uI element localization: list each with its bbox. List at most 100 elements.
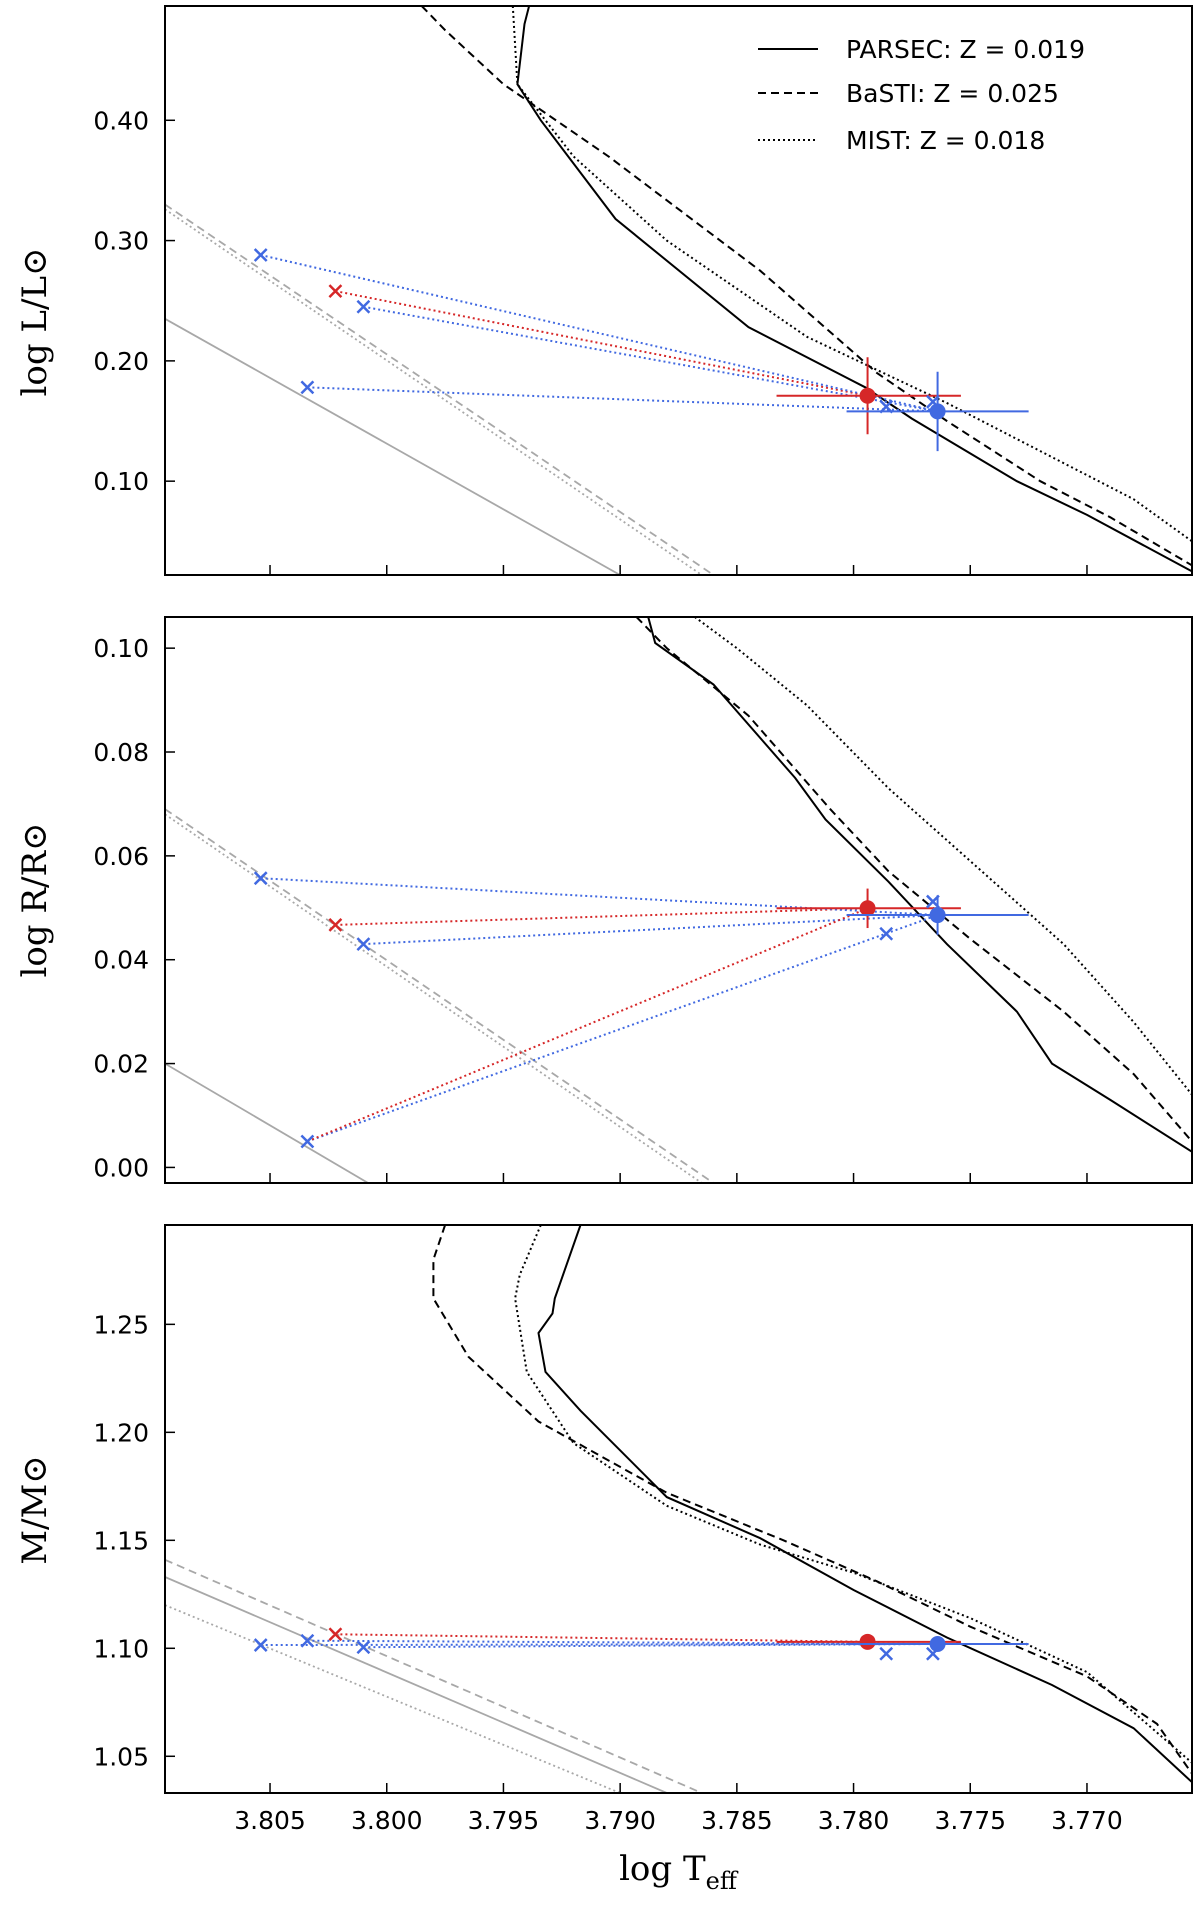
gray-line-dashed xyxy=(165,203,715,575)
panel-mass: 1.05 1.10 1.15 1.20 1.25 M/M⊙ 3.805 3.800 3.795 3… xyxy=(15,1224,1193,1835)
y-tick-label: 0.08 xyxy=(93,738,149,767)
fit-marker-blue xyxy=(356,1640,371,1655)
fit-marker-blue xyxy=(253,871,268,886)
y-tick-label: 1.20 xyxy=(93,1418,149,1447)
y-tick-label: 0.02 xyxy=(93,1050,149,1079)
y-tick-label: 1.25 xyxy=(93,1310,149,1339)
fit-marker-blue xyxy=(356,937,371,952)
plot-area-radius xyxy=(165,617,1192,1183)
plot-area-luminosity xyxy=(165,6,1192,575)
isochrone-basti xyxy=(635,617,1192,1143)
panel-luminosity: 0.10 0.20 0.30 0.40 log L/L⊙ xyxy=(15,5,1193,576)
fit-marker-blue xyxy=(879,1646,894,1661)
fit-link-line xyxy=(363,305,938,413)
gray-line-dotted xyxy=(165,208,703,575)
fit-marker-blue xyxy=(300,380,315,395)
fit-marker-blue xyxy=(300,1633,315,1648)
isochrone-mist xyxy=(694,617,1192,1096)
star-b-marker xyxy=(846,1635,1029,1652)
gray-line-dashed xyxy=(165,808,715,1183)
legend-label-mist: MIST: Z = 0.018 xyxy=(846,126,1045,155)
y-tick-label: 0.06 xyxy=(93,842,149,871)
fit-marker-blue xyxy=(926,1646,940,1661)
fit-link-line xyxy=(335,1633,868,1643)
fit-marker-blue xyxy=(253,1638,268,1652)
fit-marker-blue xyxy=(253,248,268,262)
isochrone-basti xyxy=(420,6,1192,567)
fit-marker-blue xyxy=(300,1134,315,1149)
isochrone-mist xyxy=(511,6,1192,543)
x-tick-label: 3.800 xyxy=(351,1806,423,1835)
x-tick-label: 3.775 xyxy=(934,1806,1006,1835)
star-a-marker xyxy=(776,888,961,929)
fit-link-line xyxy=(307,1639,938,1645)
fit-marker-blue xyxy=(879,399,894,414)
fit-marker-blue xyxy=(879,926,894,941)
y-tick-label: 0.10 xyxy=(93,634,149,663)
legend: PARSEC: Z = 0.019 BaSTI: Z = 0.025 MIST:… xyxy=(758,35,1085,155)
axes-frame-mass xyxy=(164,1224,1193,1794)
fit-link-line xyxy=(363,914,938,946)
fit-marker-red xyxy=(328,284,343,298)
star-a-marker xyxy=(776,357,961,435)
panel-radius: 0.00 0.02 0.04 0.06 0.08 0.10 log R/R⊙ xyxy=(15,616,1193,1184)
isochrone-basti xyxy=(432,1225,1192,1775)
x-tick-label: 3.770 xyxy=(1051,1806,1123,1835)
fit-marker-blue xyxy=(926,894,940,909)
fit-link-line xyxy=(307,914,938,1143)
legend-label-basti: BaSTI: Z = 0.025 xyxy=(846,79,1059,108)
gray-line-dotted xyxy=(165,813,703,1183)
fit-link-line xyxy=(335,290,868,397)
panels: 0.10 0.20 0.30 0.40 log L/L⊙ 0.00 0.02 0.04 0.06… xyxy=(15,5,1193,1835)
isochrone-mist xyxy=(514,1225,1192,1764)
x-axis-label-sub: eff xyxy=(706,1867,739,1895)
y-tick-label: 0.40 xyxy=(93,106,149,135)
y-tick-label: 0.10 xyxy=(93,467,149,496)
fit-link-line xyxy=(260,254,938,413)
x-axis-label: log Teff xyxy=(619,1849,739,1895)
isochrone-parsec xyxy=(537,1225,1192,1783)
axes-frame-luminosity xyxy=(164,5,1193,576)
x-tick-label: 3.795 xyxy=(468,1806,540,1835)
fit-link-line xyxy=(260,877,938,917)
gray-line-solid xyxy=(165,1062,369,1183)
y-tick-label: 1.15 xyxy=(93,1526,149,1555)
isochrone-parsec xyxy=(516,6,1192,573)
y-axis-label-radius: log R/R⊙ xyxy=(15,822,55,977)
axes-frame-radius xyxy=(164,616,1193,1184)
fit-marker-blue xyxy=(926,394,940,409)
gray-line-dotted xyxy=(165,1604,621,1793)
y-tick-label: 1.05 xyxy=(93,1742,149,1771)
x-tick-label: 3.785 xyxy=(701,1806,773,1835)
star-point xyxy=(929,1635,946,1652)
y-axis-label-luminosity: log L/L⊙ xyxy=(15,247,55,396)
plot-area-mass xyxy=(165,1225,1192,1793)
y-tick-label: 0.00 xyxy=(93,1153,149,1182)
isochrone-parsec xyxy=(647,617,1192,1153)
y-tick-label: 0.30 xyxy=(93,227,149,256)
star-b-marker xyxy=(846,895,1029,935)
fit-marker-red xyxy=(328,918,343,932)
star-point xyxy=(859,387,876,404)
x-tick-label: 3.790 xyxy=(584,1806,656,1835)
star-b-marker xyxy=(846,371,1029,452)
x-tick-label: 3.805 xyxy=(234,1806,306,1835)
star-point xyxy=(929,403,946,420)
gray-line-solid xyxy=(165,318,621,575)
y-tick-label: 0.04 xyxy=(93,946,149,975)
y-tick-label: 0.20 xyxy=(93,347,149,376)
fit-link-line xyxy=(335,907,868,926)
fit-link-line xyxy=(363,1642,938,1649)
fit-link-line xyxy=(306,907,868,1143)
star-point xyxy=(859,900,876,917)
fit-marker-red xyxy=(328,1627,343,1642)
fit-link-line xyxy=(307,386,938,413)
x-axis-label-main: log T xyxy=(619,1849,706,1889)
gray-line-solid xyxy=(165,1576,668,1793)
legend-label-parsec: PARSEC: Z = 0.019 xyxy=(846,35,1085,64)
star-point xyxy=(859,1633,876,1650)
star-point xyxy=(929,907,946,924)
fit-marker-blue xyxy=(356,299,371,314)
y-axis-label-mass: M/M⊙ xyxy=(15,1455,55,1565)
